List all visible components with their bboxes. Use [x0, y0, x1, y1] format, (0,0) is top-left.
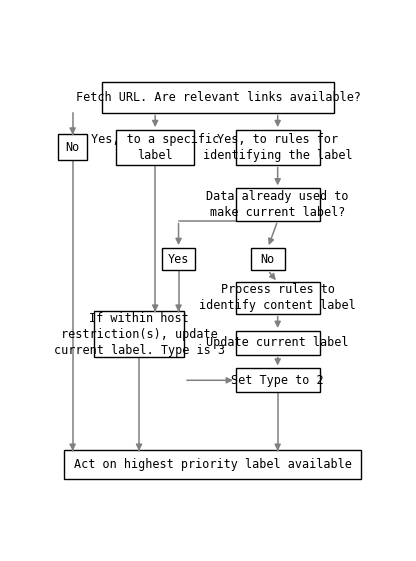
Bar — [251, 248, 285, 270]
Bar — [58, 134, 87, 160]
Text: Update current label: Update current label — [206, 336, 349, 349]
Bar — [116, 130, 194, 164]
Text: Set Type to 2: Set Type to 2 — [231, 374, 324, 387]
Bar — [236, 188, 319, 220]
Bar — [162, 248, 196, 270]
Text: Data already used to
make current label?: Data already used to make current label? — [206, 190, 349, 219]
Text: Yes: Yes — [168, 252, 189, 265]
Text: Fetch URL. Are relevant links available?: Fetch URL. Are relevant links available? — [76, 91, 361, 104]
Text: No: No — [261, 252, 275, 265]
Bar — [94, 311, 184, 357]
Bar — [236, 282, 319, 314]
Text: Act on highest priority label available: Act on highest priority label available — [74, 458, 352, 471]
Text: No: No — [65, 141, 80, 154]
Bar — [102, 81, 334, 113]
Bar — [236, 369, 319, 392]
Text: If within host
restriction(s), update
current label. Type is 3: If within host restriction(s), update cu… — [54, 311, 225, 357]
Bar — [236, 331, 319, 355]
Text: Yes, to rules for
identifying the label: Yes, to rules for identifying the label — [203, 133, 352, 162]
Bar — [64, 450, 361, 479]
Text: Yes, to a specific
label: Yes, to a specific label — [91, 133, 219, 162]
Bar — [236, 130, 319, 164]
Text: Process rules to
identify content label: Process rules to identify content label — [199, 283, 356, 312]
